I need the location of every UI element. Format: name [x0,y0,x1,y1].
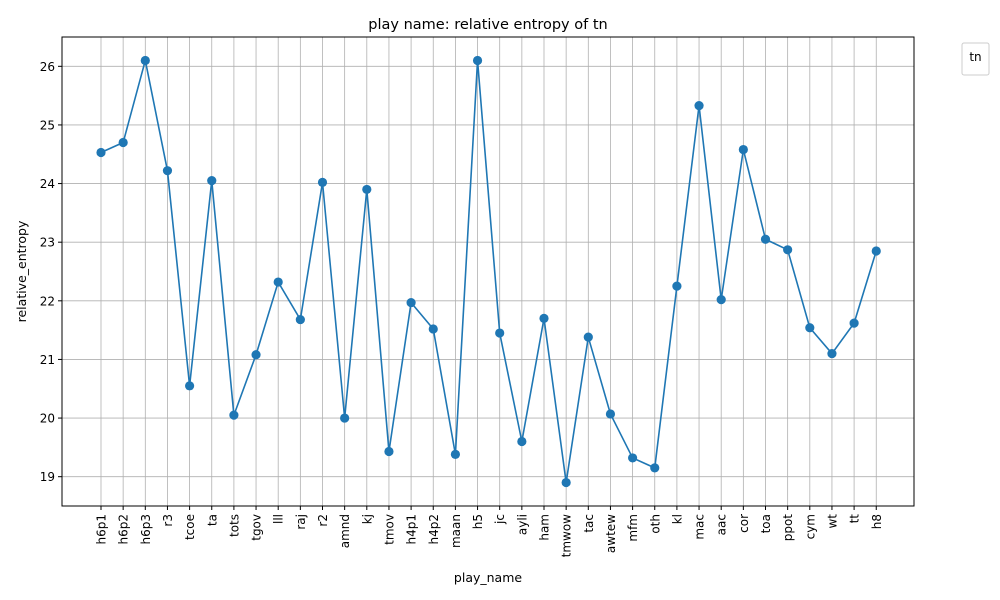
data-point [162,166,173,176]
data-point [827,348,837,359]
data-point [251,350,261,360]
data-point [362,184,372,195]
x-tick-label: tmov [382,514,396,545]
data-point [583,332,593,342]
data-point [871,246,881,256]
data-point [605,409,616,419]
x-tick-label: h6p3 [139,514,153,545]
x-tick-label: maan [449,514,463,548]
y-tick-label: 22 [40,294,55,308]
x-tick-label: tgov [250,514,264,541]
chart-title: play name: relative entropy of tn [368,17,607,33]
data-point [760,234,771,244]
data-points [96,55,881,488]
x-tick-label: mfm [626,514,640,542]
data-point [118,137,128,148]
data-point [738,144,748,155]
x-tick-label: ta [205,514,219,526]
data-point [561,477,571,488]
series-line [100,60,878,483]
y-axis-label: relative_entropy [14,220,29,322]
x-tick-label: wt [825,514,839,529]
data-point [495,328,505,338]
x-tick-label: jc [493,514,507,525]
data-point [672,281,682,291]
x-tick-label: raj [294,514,308,530]
legend-title: tn [969,50,981,64]
y-tick-label: 24 [40,177,55,191]
x-tick-label: tac [582,514,596,533]
data-point [450,449,460,460]
x-tick-label: h4p2 [427,514,441,545]
x-tick-label: h8 [870,514,884,529]
x-tick-label: cor [737,514,751,533]
x-axis-label: play_name [454,570,522,585]
data-point [384,446,394,457]
x-tick-label: r2 [316,514,330,527]
x-tick-label: ham [538,514,552,541]
grid-lines [62,37,914,506]
x-tick-label: tots [227,514,241,537]
x-tick-label: h6p2 [117,514,131,545]
x-tick-label: h4p1 [405,514,419,545]
data-point [849,318,859,328]
data-point [428,324,438,334]
y-tick-label: 20 [40,412,55,426]
x-tick-label: tmwow [560,514,574,558]
data-point [340,413,350,423]
y-tick-label: 21 [40,353,55,367]
x-tick-label: tt [848,514,862,524]
data-point [650,463,660,473]
y-tick-label: 25 [40,118,55,132]
data-point [207,176,217,186]
data-point [539,313,549,323]
y-tick-label: 23 [40,236,55,250]
x-tick-label: tcoe [183,514,197,540]
x-tick-label: awtew [604,514,618,553]
data-point [229,410,239,420]
x-tick-label: kj [360,514,374,524]
x-tick-label: ppot [781,514,795,542]
x-tick-label: r3 [161,514,175,527]
x-tick-label: h5 [471,514,485,529]
x-tick-label: ayli [515,514,529,535]
legend: tn [961,42,990,76]
x-tick-label: cym [803,514,817,539]
y-axis: 19 20 21 22 23 24 25 26 [40,60,62,484]
x-tick-label: oth [648,514,662,534]
x-tick-label: kl [670,514,684,524]
y-tick-label: 19 [40,470,55,484]
data-point [317,177,328,187]
data-point [185,381,195,391]
data-point [96,147,106,158]
x-tick-label: h6p1 [95,514,109,545]
x-tick-label: aac [715,514,729,535]
data-point [517,436,527,447]
data-point [783,245,793,255]
data-point [406,297,416,308]
data-point [472,55,483,66]
x-axis: h6p1 h6p2 h6p3 r3 tcoe ta tots tgov lll raj r2 amnd… [95,506,884,557]
data-point [273,277,283,287]
data-point [295,314,305,325]
data-point [694,100,704,111]
x-tick-label: mac [693,514,707,540]
data-point [628,453,638,463]
data-point [805,323,815,333]
legend-box [961,42,990,76]
data-point [140,55,150,66]
x-tick-label: amnd [338,514,352,548]
y-tick-label: 26 [40,60,55,74]
x-tick-label: lll [272,514,286,524]
data-point [716,295,726,305]
plot-area [61,36,915,507]
x-tick-label: toa [759,514,773,533]
